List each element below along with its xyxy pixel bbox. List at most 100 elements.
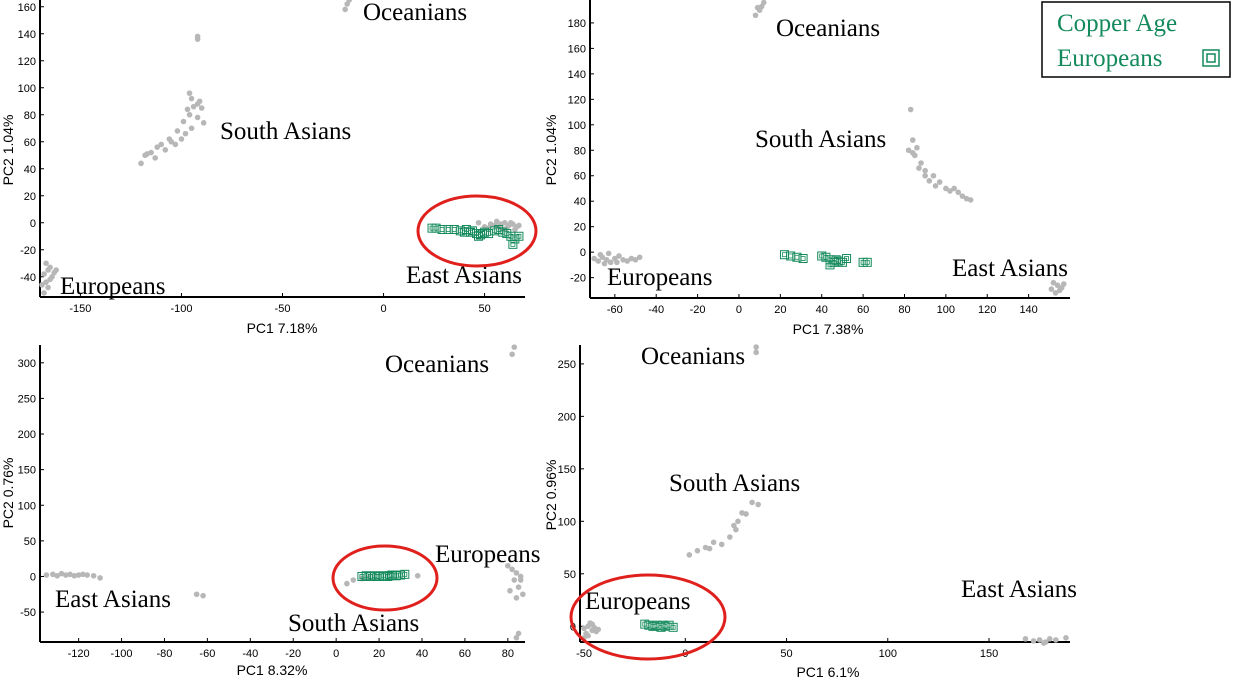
reference-point	[624, 258, 631, 264]
x-tick-label: 80	[898, 304, 910, 316]
reference-point	[616, 253, 622, 259]
sample-point-inner	[439, 227, 445, 232]
highlight-circle	[569, 573, 727, 661]
reference-point	[727, 534, 733, 540]
reference-point	[350, 577, 357, 583]
reference-point	[182, 130, 189, 137]
reference-point	[186, 111, 193, 118]
x-tick-label: 120	[978, 304, 996, 316]
reference-point	[198, 105, 205, 111]
sample-point-inner	[844, 256, 849, 261]
panel-1-label-oceanians: Oceanians	[363, 0, 467, 26]
reference-point	[607, 259, 614, 266]
y-tick-label: 40	[24, 164, 36, 176]
reference-point	[907, 106, 914, 113]
sample-point	[514, 231, 524, 241]
sample-point-inner	[782, 252, 787, 258]
x-tick-label: 0	[736, 304, 742, 316]
reference-point	[493, 218, 500, 225]
reference-point	[47, 264, 53, 271]
reference-point	[694, 547, 701, 554]
sample-point-inner	[510, 241, 516, 247]
reference-point	[43, 260, 49, 267]
y-tick-label: 100	[558, 516, 576, 528]
reference-point	[916, 165, 922, 171]
reference-point	[511, 344, 518, 350]
sample-point	[658, 620, 668, 630]
y-tick-label: 60	[24, 137, 36, 149]
reference-point	[194, 114, 201, 121]
reference-point	[58, 570, 65, 577]
sample-point	[443, 225, 453, 234]
y-tick-label: 60	[574, 171, 586, 183]
reference-point	[955, 189, 962, 196]
y-tick-label: 200	[18, 429, 36, 441]
reference-point	[41, 290, 47, 296]
panel-3-xlabel: PC1 8.32%	[237, 662, 308, 678]
y-tick-label: -20	[20, 245, 36, 257]
y-tick-label: 120	[568, 94, 586, 106]
reference-point	[1060, 281, 1067, 287]
y-tick-label: 80	[574, 145, 586, 157]
highlight-circle	[416, 194, 538, 268]
y-tick-label: 80	[24, 110, 36, 122]
reference-point	[178, 136, 185, 142]
x-tick-label: 20	[373, 648, 385, 660]
panel-3-label-europeans: Europeans	[435, 541, 541, 568]
x-tick-label: -60	[607, 304, 623, 316]
y-tick-label: 250	[558, 359, 576, 371]
sample-point-inner	[827, 262, 833, 268]
panel-2-xlabel: PC1 7.38%	[793, 321, 864, 337]
panel-4-label-east-asians: East Asians	[961, 576, 1077, 603]
x-tick-label: -40	[242, 648, 258, 660]
x-tick-label: -40	[648, 304, 664, 316]
sample-point	[798, 254, 808, 264]
x-tick-label: -50	[576, 648, 592, 660]
sample-point-inner	[461, 229, 467, 235]
y-tick-label: 100	[568, 120, 586, 132]
reference-point	[914, 144, 920, 151]
sample-point-inner	[516, 233, 522, 239]
reference-point	[39, 282, 45, 288]
reference-point	[45, 284, 51, 291]
sample-point	[385, 571, 395, 581]
reference-point	[512, 226, 518, 233]
reference-point	[718, 541, 725, 548]
y-tick-label: 100	[18, 500, 36, 512]
reference-point	[517, 577, 524, 583]
sample-point-inner	[800, 256, 806, 261]
x-tick-label: 140	[1019, 304, 1037, 316]
x-tick-label: 50	[780, 648, 792, 660]
reference-point	[601, 260, 608, 267]
sample-point	[508, 239, 518, 249]
reference-point	[1046, 636, 1053, 642]
x-tick-label: -100	[111, 648, 133, 660]
x-tick-label: -120	[68, 648, 90, 660]
sample-point-inner	[864, 259, 870, 265]
sample-point-inner	[670, 624, 676, 630]
reference-point	[190, 103, 197, 110]
reference-point	[97, 575, 103, 581]
sample-point	[825, 260, 835, 270]
reference-point	[180, 118, 187, 125]
x-tick-label: 50	[478, 303, 490, 315]
reference-point	[706, 545, 713, 552]
reference-point	[174, 128, 181, 134]
y-tick-label: 20	[24, 191, 36, 203]
reference-point	[54, 572, 60, 579]
reference-point	[932, 183, 939, 189]
reference-point	[188, 95, 195, 102]
reference-point	[1052, 290, 1059, 296]
sample-point	[862, 257, 872, 267]
highlight-circle	[331, 544, 439, 612]
sample-point-inner	[387, 573, 393, 579]
reference-point	[959, 193, 966, 199]
reference-point	[154, 144, 161, 150]
panel-3-label-oceanians: Oceanians	[385, 351, 489, 378]
x-tick-label: 60	[459, 648, 471, 660]
reference-point	[1030, 638, 1037, 644]
sample-point-inner	[652, 623, 658, 629]
x-tick-label: 20	[774, 304, 786, 316]
reference-point	[194, 33, 201, 40]
